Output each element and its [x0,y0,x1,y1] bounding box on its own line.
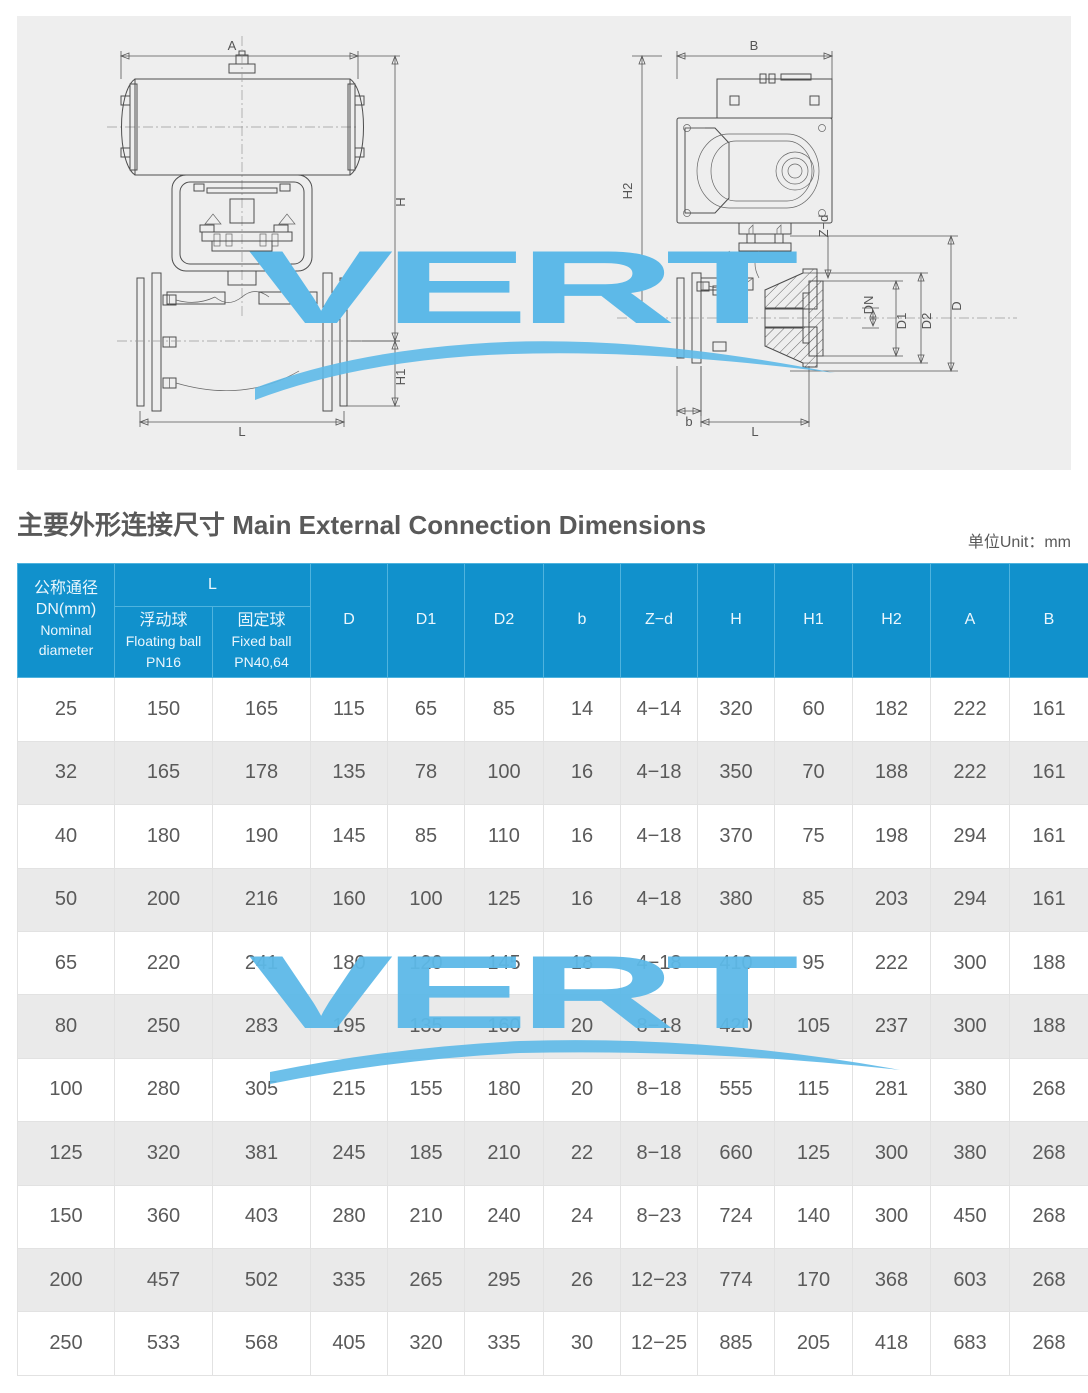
svg-text:D1: D1 [894,313,909,330]
svg-text:H2: H2 [620,183,635,200]
svg-text:D: D [949,301,964,310]
svg-text:Z−d: Z−d [816,215,831,238]
svg-text:A: A [228,38,237,53]
svg-text:H1: H1 [393,369,408,386]
svg-text:D2: D2 [919,313,934,330]
svg-text:L: L [751,424,758,439]
svg-text:b: b [685,414,692,429]
svg-text:L: L [238,424,245,439]
svg-text:B: B [750,38,759,53]
svg-text:H: H [393,197,408,206]
svg-text:DN: DN [861,296,876,315]
